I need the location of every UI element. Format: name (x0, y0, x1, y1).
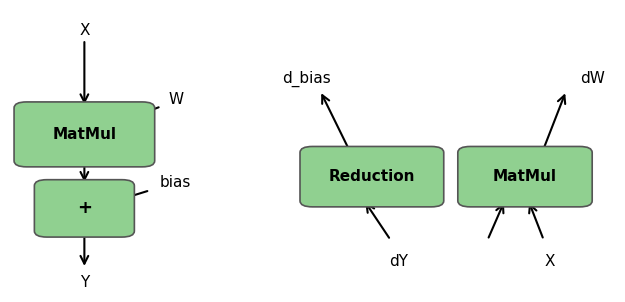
Text: MatMul: MatMul (493, 169, 557, 184)
Text: dY: dY (389, 254, 408, 269)
FancyBboxPatch shape (34, 180, 134, 237)
Text: bias: bias (159, 175, 191, 190)
FancyBboxPatch shape (300, 146, 444, 207)
Text: Reduction: Reduction (329, 169, 415, 184)
Text: X: X (79, 23, 89, 38)
Text: X: X (545, 254, 555, 269)
Text: MatMul: MatMul (52, 127, 116, 142)
Text: Y: Y (80, 275, 89, 290)
Text: W: W (169, 92, 184, 107)
FancyBboxPatch shape (14, 102, 155, 167)
Text: +: + (77, 199, 92, 217)
FancyBboxPatch shape (458, 146, 592, 207)
Text: dW: dW (580, 71, 605, 86)
Text: d_bias: d_bias (282, 70, 331, 87)
